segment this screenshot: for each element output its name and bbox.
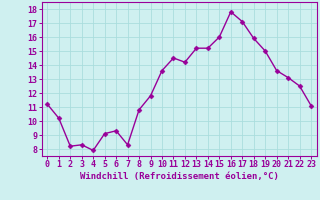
X-axis label: Windchill (Refroidissement éolien,°C): Windchill (Refroidissement éolien,°C) [80,172,279,181]
